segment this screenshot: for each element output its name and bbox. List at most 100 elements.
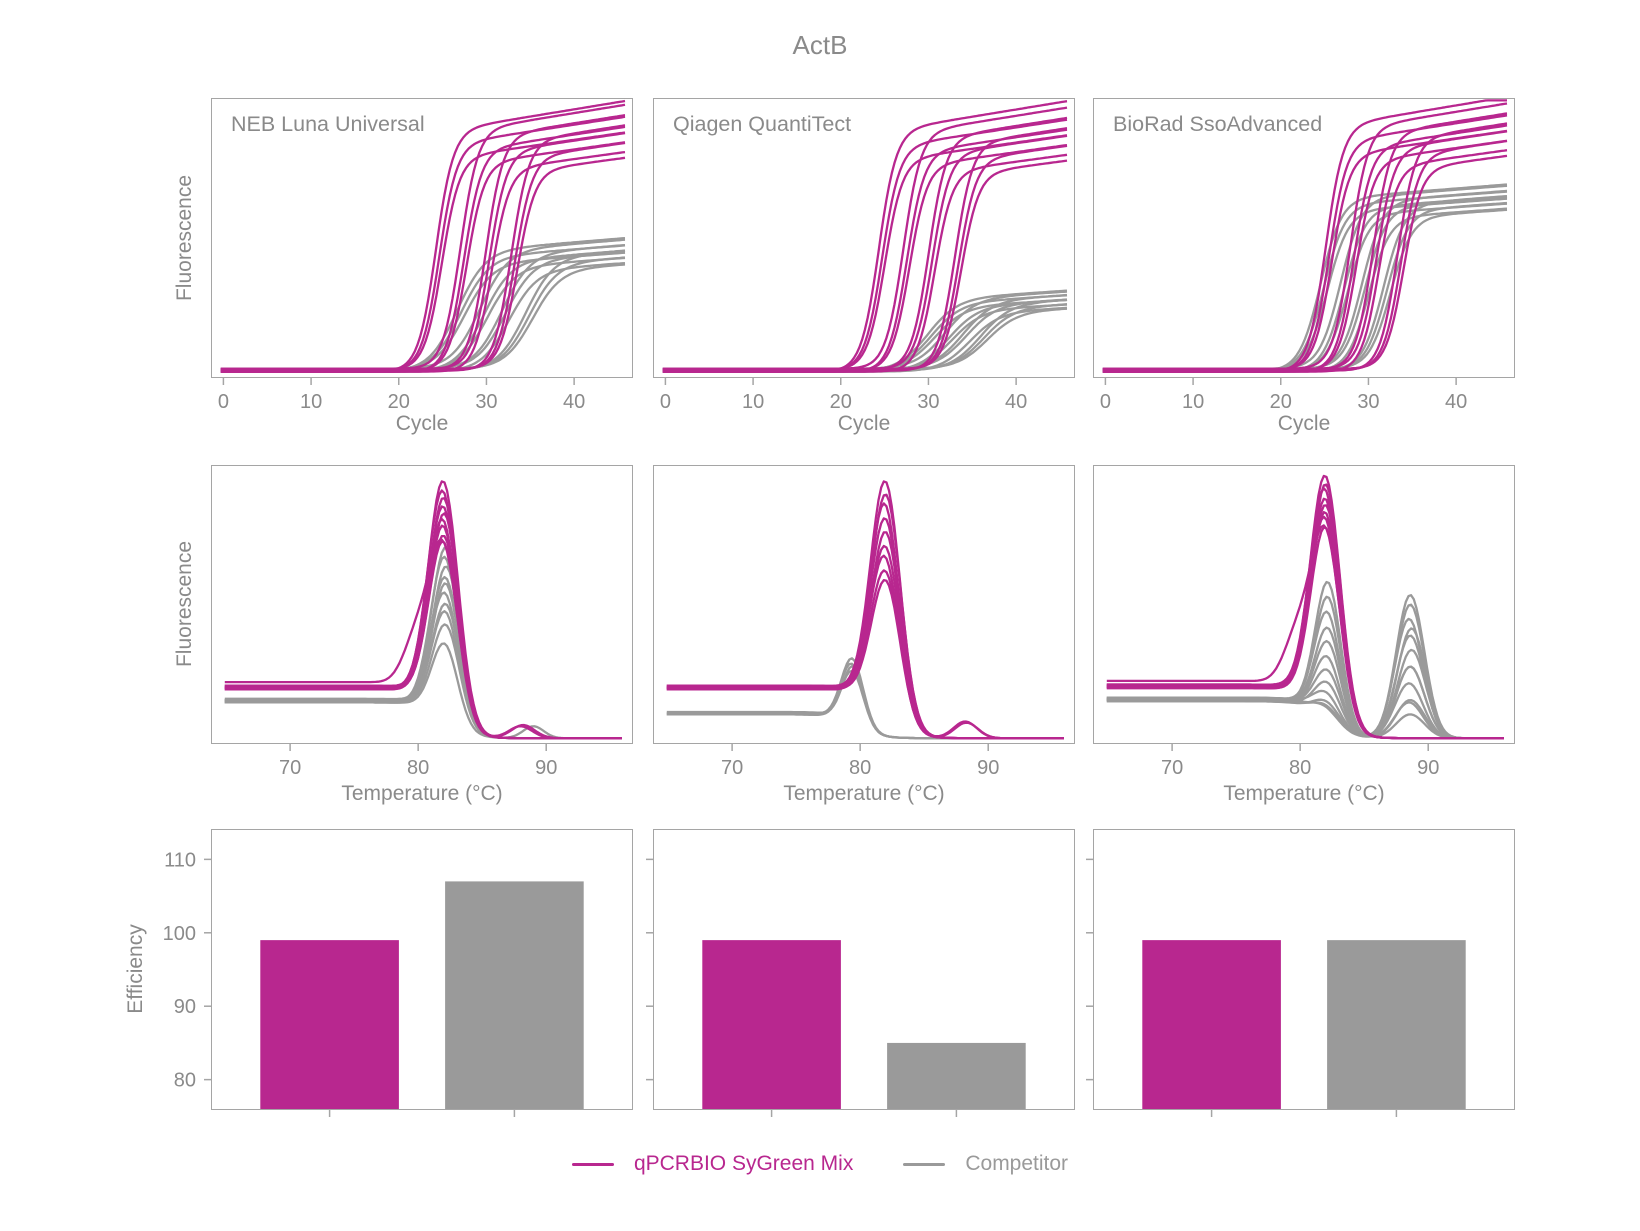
qpcrbio-bar — [1142, 940, 1281, 1109]
efficiency-plot-biorad — [1086, 858, 1466, 1117]
amplification-plot-qiagen: 0 10 20 30 40 — [660, 100, 1068, 413]
competitor-curve — [662, 303, 1068, 371]
fluorescence-axis-label-row2: Fluorescence — [173, 540, 196, 668]
panel-title-qiagen: Qiagen QuantiTect — [673, 112, 852, 136]
legend-item-qpcrbio: qPCRBIO SyGreen Mix — [571, 1152, 854, 1176]
efficiency-panel-neb-luna: 80 90 100 110 — [163, 829, 633, 1117]
qpcrbio-curve — [662, 153, 1068, 373]
competitor-curve — [1102, 190, 1508, 372]
competitor-bar — [445, 881, 584, 1109]
fluorescence-axis-label-row1: Fluorescence — [173, 174, 196, 302]
x-tick-label: 90 — [535, 757, 557, 779]
qpcrbio-curve — [662, 144, 1068, 371]
qpcrbio-curve — [1102, 130, 1508, 371]
panel-title-biorad: BioRad SsoAdvanced — [1113, 112, 1323, 136]
qpcrbio-bar — [260, 940, 399, 1109]
x-tick-label: 80 — [407, 757, 429, 779]
qpcrbio-curve — [1102, 102, 1508, 371]
melt-panel-neb-luna: 70 80 90 — [211, 465, 633, 779]
qpcrbio-curve — [666, 578, 1064, 740]
amplification-panel-qiagen: 0 10 20 30 40 Qiagen QuantiTect — [653, 98, 1075, 413]
temperature-axis-label-col1: Temperature (°C) — [341, 782, 503, 805]
qpcrbio-curve — [662, 128, 1068, 373]
qpcrbio-curve — [1102, 139, 1508, 371]
x-tick-label: 0 — [1100, 391, 1111, 413]
x-tick-label: 10 — [742, 391, 764, 413]
competitor-curve — [224, 555, 622, 740]
qpcrbio-curve — [1102, 122, 1508, 372]
cycle-axis-label-col1: Cycle — [395, 412, 449, 435]
competitor-curve — [220, 256, 626, 372]
x-tick-label: 90 — [1417, 757, 1439, 779]
y-tick-label: 100 — [163, 923, 196, 945]
melt-plot-biorad: 70 80 90 — [1106, 474, 1504, 779]
cycle-axis-label-col3: Cycle — [1277, 412, 1331, 435]
competitor-bar — [887, 1042, 1026, 1109]
melt-plot-neb-luna: 70 80 90 — [224, 480, 622, 779]
competitor-curve — [1106, 697, 1504, 740]
competitor-curve — [1102, 197, 1508, 371]
competitor-curve — [224, 546, 622, 740]
competitor-curve — [1102, 189, 1508, 371]
x-tick-label: 20 — [1270, 391, 1292, 413]
amplification-panel-biorad: 0 10 20 30 40 BioRad SsoAdvanced — [1093, 98, 1515, 413]
qpcrbio-curve — [1102, 114, 1508, 372]
x-tick-label: 90 — [977, 757, 999, 779]
qpcrbio-curve — [1106, 526, 1504, 740]
melt-panel-biorad: 70 80 90 — [1093, 465, 1515, 779]
qpcrbio-curve — [1102, 154, 1508, 371]
competitor-curve — [1102, 196, 1508, 371]
x-tick-label: 20 — [388, 391, 410, 413]
qpcrbio-curve — [662, 159, 1068, 371]
qpcrbio-curve — [1102, 124, 1508, 373]
competitor-curve — [220, 261, 626, 373]
qpcrbio-curve — [662, 127, 1068, 372]
x-tick-label: 40 — [1445, 391, 1467, 413]
competitor-curve — [220, 243, 626, 371]
competitor-curve — [220, 263, 626, 371]
x-tick-label: 40 — [563, 391, 585, 413]
qpcrbio-line-swatch — [571, 1162, 614, 1166]
qpcrbio-curve — [1106, 524, 1504, 740]
x-tick-label: 30 — [917, 391, 939, 413]
efficiency-axis-label: Efficiency — [124, 924, 147, 1014]
x-tick-label: 0 — [660, 391, 671, 413]
y-tick-label: 90 — [174, 996, 196, 1018]
efficiency-plot-neb-luna: 80 90 100 110 — [163, 849, 584, 1117]
x-tick-label: 10 — [1182, 391, 1204, 413]
x-tick-label: 30 — [475, 391, 497, 413]
temperature-axis-label-col3: Temperature (°C) — [1223, 782, 1385, 805]
competitor-bar — [1327, 940, 1466, 1109]
x-tick-label: 80 — [849, 757, 871, 779]
competitor-curve — [220, 256, 626, 371]
efficiency-panel-qiagen — [646, 829, 1075, 1117]
melt-panel-qiagen: 70 80 90 — [653, 465, 1075, 779]
amplification-plot-neb-luna: 0 10 20 30 40 — [218, 99, 626, 413]
x-tick-label: 70 — [1161, 757, 1183, 779]
x-tick-label: 30 — [1357, 391, 1379, 413]
x-tick-label: 70 — [721, 757, 743, 779]
panel-title-neb-luna: NEB Luna Universal — [231, 112, 425, 136]
x-tick-label: 70 — [279, 757, 301, 779]
cycle-axis-label-col2: Cycle — [837, 412, 891, 435]
temperature-axis-label-col2: Temperature (°C) — [783, 782, 945, 805]
efficiency-plot-qiagen — [646, 858, 1026, 1117]
y-tick-label: 80 — [174, 1070, 196, 1092]
qpcrbio-curve — [224, 538, 622, 740]
competitor-line-swatch — [903, 1162, 946, 1166]
competitor-curve — [220, 244, 626, 372]
legend-label-qpcrbio: qPCRBIO SyGreen Mix — [633, 1152, 854, 1175]
figure-title: ActB — [792, 30, 848, 60]
melt-plot-qiagen: 70 80 90 — [666, 480, 1064, 779]
legend: qPCRBIO SyGreen Mix Competitor — [0, 1152, 1640, 1176]
amplification-plot-biorad: 0 10 20 30 40 — [1100, 99, 1508, 413]
competitor-curve — [662, 298, 1068, 373]
qpcrbio-curve — [220, 124, 626, 372]
x-tick-label: 80 — [1289, 757, 1311, 779]
x-tick-label: 40 — [1005, 391, 1027, 413]
qpcrbio-curve — [662, 100, 1068, 373]
amplification-panel-neb-luna: 0 10 20 30 40 NEB Luna Universal — [211, 98, 633, 413]
x-tick-label: 20 — [830, 391, 852, 413]
legend-item-competitor: Competitor — [903, 1152, 1068, 1176]
